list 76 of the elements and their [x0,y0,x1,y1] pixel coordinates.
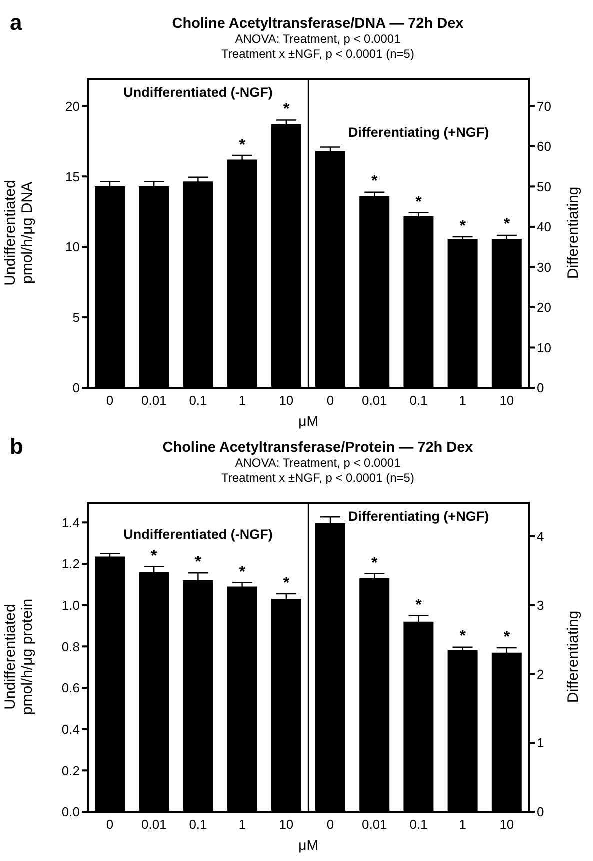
x-tick-label: 10 [279,817,294,832]
data-label: * [414,596,423,614]
chart-subtitle: ANOVA: Treatment, p < 0.0001 Treatment x ±NGF, p < 0.0001 (n=5) [220,32,416,62]
data-label: * [282,101,291,118]
data-label: * [238,136,246,154]
x-tick-label: 0.01 [362,393,388,408]
y-tick-label: 1.0 [62,598,80,613]
x-tick-label: 0.01 [141,393,167,408]
x-tick-label: 0 [326,817,334,832]
y-tick-label: 20 [66,98,80,114]
y2-tick-label: 3 [537,598,544,613]
y2-tick-label: 4 [537,529,544,544]
series-label: Undifferentiated (-NGF) [122,526,274,542]
data-label: * [150,548,158,565]
text: a [10,10,22,36]
y2-tick-label: 60 [537,139,552,154]
x-tick-label: 0.1 [189,393,208,408]
data-label: * [370,173,379,190]
chart-title: Choline Acetyltransferase/Protein — 72h Dex [162,440,474,456]
y2-tick-label: 2 [537,666,544,682]
y-tick-label: 1.2 [62,556,80,572]
y-tick-label: 0.4 [62,722,80,737]
data-label: * [458,628,467,646]
x-tick-label: 0 [106,817,114,832]
x-tick-label: 10 [500,393,514,408]
y-tick-label: 0 [72,380,80,396]
y2-axis-title: Differentiating [565,186,583,282]
x-tick-label: 0 [326,393,334,408]
data-label: * [502,216,512,234]
y-tick-label: 0.8 [62,639,80,654]
y-axis-title: Undifferentiated pmol/h/μg protein [2,598,37,718]
x-tick-label: 1 [238,817,246,832]
data-label: * [282,574,291,592]
data-label: * [370,554,379,572]
x-tick-label: 1 [238,393,246,408]
data-label: * [458,218,467,236]
y-tick-label: 5 [72,310,80,326]
y-tick-label: 0.2 [62,763,80,778]
x-tick-label: 0.1 [410,817,428,832]
data-label: * [502,629,512,646]
data-label: * [194,554,202,572]
x-tick-label: 1 [459,817,466,832]
y-tick-label: 1.4 [62,515,80,530]
y2-tick-label: 0 [537,380,544,396]
y-axis-title: Undifferentiated pmol/h/μg DNA [2,179,37,288]
x-axis-title: μM [298,413,320,430]
x-tick-label: 10 [500,817,514,832]
y-tick-label: 10 [66,240,80,255]
series-label: Undifferentiated (-NGF) [122,85,274,100]
x-tick-label: 0.1 [189,817,208,832]
y2-tick-label: 30 [537,260,552,275]
x-tick-label: 10 [279,393,294,408]
x-tick-label: 0.1 [410,393,428,408]
text: b [10,434,24,460]
y2-tick-label: 50 [537,179,552,194]
chart-subtitle: ANOVA: Treatment, p < 0.0001 Treatment x ±NGF, p < 0.0001 (n=5) [220,456,416,486]
y2-axis-title: Differentiating [565,610,583,706]
y2-tick-label: 40 [537,220,552,235]
x-tick-label: 1 [459,393,466,408]
x-axis-title: μM [298,837,320,854]
y-tick-label: 0.0 [62,804,80,820]
x-tick-label: 0.01 [362,817,388,832]
y-tick-label: 15 [66,169,80,184]
x-tick-label: 0.01 [141,817,167,832]
y2-tick-label: 1 [537,736,544,751]
chart-title: Choline Acetyltransferase/DNA — 72h Dex [171,16,465,32]
y2-tick-label: 70 [537,98,552,114]
y2-tick-label: 10 [537,340,552,356]
data-label: * [414,194,423,211]
x-tick-label: 0 [106,393,114,408]
series-label: Differentiating (+NGF) [347,125,490,140]
y2-tick-label: 20 [537,300,552,316]
y-tick-label: 0.6 [62,680,80,696]
data-label: * [238,564,246,581]
series-label: Differentiating (+NGF) [347,509,490,524]
y2-tick-label: 0 [537,804,544,820]
